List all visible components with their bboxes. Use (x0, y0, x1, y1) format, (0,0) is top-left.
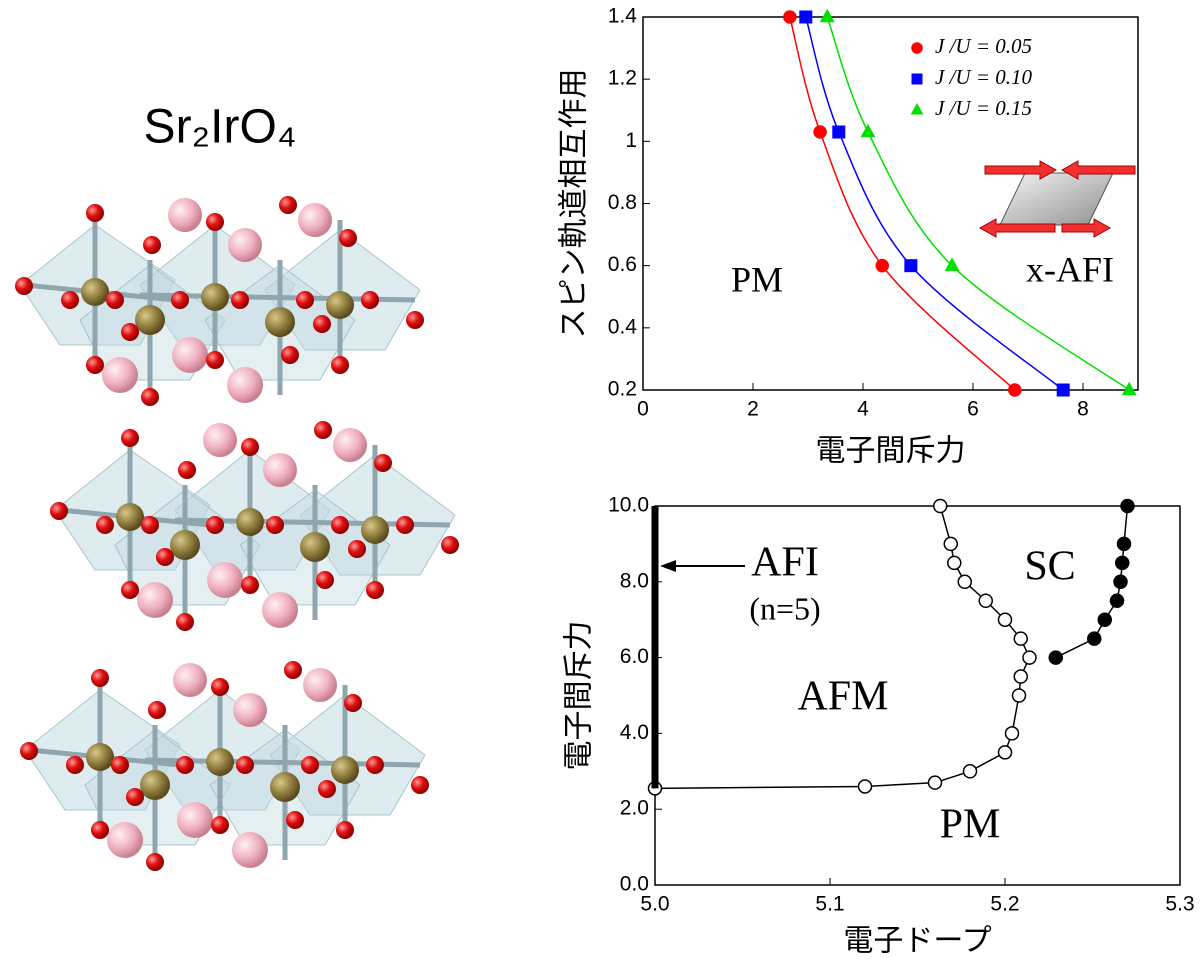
crystal-layer-2 (50, 421, 459, 631)
marker (964, 765, 977, 778)
crystal-layer-3 (20, 661, 429, 871)
y-tick-label: 8.0 (620, 569, 649, 592)
marker (1014, 632, 1027, 645)
marker (876, 260, 888, 272)
plaquette (1000, 173, 1113, 225)
spin-inset (980, 161, 1135, 237)
y-tick-label: 0.8 (608, 191, 637, 214)
y-tick-label: 1.4 (608, 5, 638, 28)
marker (999, 746, 1012, 759)
marker (1118, 537, 1131, 550)
plot-frame (655, 506, 1180, 885)
marker (859, 780, 872, 793)
x-tick-label: 5.1 (815, 893, 844, 916)
y-tick-label: 0.4 (608, 315, 638, 338)
marker (1006, 727, 1019, 740)
marker (934, 500, 947, 513)
structure-label: Sr₂IrO₄ (144, 101, 297, 154)
marker (1116, 556, 1129, 569)
x-tick-label: 5.0 (640, 893, 669, 916)
annotation: AFI (751, 540, 819, 586)
y-tick-label: 0.6 (608, 253, 637, 276)
series-line (655, 506, 1030, 788)
marker (1049, 651, 1062, 664)
marker (814, 126, 826, 138)
marker (800, 11, 812, 23)
y-axis-label: スピン軌道相互作用 (557, 69, 592, 339)
y-tick-label: 10.0 (608, 494, 649, 517)
x-tick-label: 4 (857, 398, 869, 421)
marker (1098, 613, 1111, 626)
legend-label: J /U = 0.10 (935, 65, 1032, 89)
marker (1057, 384, 1069, 396)
marker (999, 613, 1012, 626)
y-tick-label: 6.0 (620, 645, 649, 668)
marker (1014, 670, 1027, 683)
marker (944, 537, 957, 550)
annotation: (n=5) (749, 590, 820, 626)
marker (1114, 575, 1127, 588)
x-axis-label: 電子ドープ (843, 924, 991, 959)
annotation-arrowhead (660, 560, 676, 572)
marker (1121, 500, 1134, 513)
marker (958, 575, 971, 588)
marker (861, 125, 874, 137)
y-axis-label: 電子間斥力 (562, 621, 597, 771)
legend-label: J /U = 0.05 (935, 34, 1032, 58)
legend-label: J /U = 0.15 (935, 96, 1032, 120)
marker (833, 126, 845, 138)
marker (1013, 689, 1026, 702)
legend-marker (912, 74, 922, 84)
marker (1111, 594, 1124, 607)
legend-marker (912, 104, 923, 114)
spin-arrow (985, 161, 1056, 179)
y-tick-label: 0.0 (620, 873, 649, 896)
annotation: AFM (797, 674, 888, 720)
x-tick-label: 0 (637, 398, 649, 421)
y-tick-label: 0.2 (608, 378, 637, 401)
marker (929, 776, 942, 789)
x-tick-label: 6 (967, 398, 979, 421)
x-tick-label: 8 (1077, 398, 1089, 421)
x-axis-label: 電子間斥力 (816, 434, 966, 469)
x-tick-label: 2 (747, 398, 759, 421)
x-tick-label: 5.3 (1165, 893, 1194, 916)
annotation: PM (940, 802, 1001, 848)
marker (1123, 383, 1136, 395)
y-tick-label: 1 (625, 129, 637, 152)
marker (784, 11, 796, 23)
legend-marker (912, 43, 922, 53)
annotation: PM (731, 259, 783, 299)
marker (1088, 632, 1101, 645)
marker (1023, 651, 1036, 664)
y-tick-label: 4.0 (620, 721, 649, 744)
y-tick-label: 2.0 (620, 797, 649, 820)
marker (948, 556, 961, 569)
annotation: SC (1024, 544, 1075, 590)
marker (1009, 384, 1021, 396)
annotation: x-AFI (1026, 249, 1114, 289)
marker (905, 260, 917, 272)
y-tick-label: 1.2 (608, 67, 637, 90)
marker (979, 594, 992, 607)
figure: Sr₂IrO₄ 0 2 4 6 8 0.2 0.4 0.6 0.8 1 1.2 1.4 電子間斥力 スピン… (0, 0, 1201, 965)
x-tick-label: 5.2 (990, 893, 1019, 916)
marker (821, 10, 834, 22)
crystal-layer-1 (15, 196, 424, 406)
